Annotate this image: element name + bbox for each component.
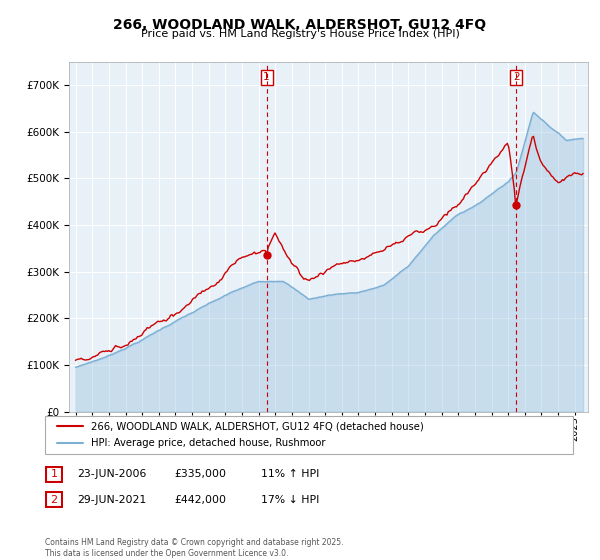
Text: 1: 1	[50, 469, 58, 479]
Text: 2: 2	[50, 494, 58, 505]
Text: 11% ↑ HPI: 11% ↑ HPI	[261, 469, 319, 479]
FancyBboxPatch shape	[46, 492, 62, 507]
Text: 29-JUN-2021: 29-JUN-2021	[77, 494, 146, 505]
Text: Price paid vs. HM Land Registry's House Price Index (HPI): Price paid vs. HM Land Registry's House …	[140, 29, 460, 39]
FancyBboxPatch shape	[45, 416, 573, 454]
FancyBboxPatch shape	[46, 467, 62, 482]
Text: 23-JUN-2006: 23-JUN-2006	[77, 469, 146, 479]
Text: 17% ↓ HPI: 17% ↓ HPI	[261, 494, 319, 505]
Text: 2: 2	[513, 72, 520, 82]
Text: 1: 1	[263, 72, 270, 82]
Text: Contains HM Land Registry data © Crown copyright and database right 2025.
This d: Contains HM Land Registry data © Crown c…	[45, 538, 343, 558]
Text: HPI: Average price, detached house, Rushmoor: HPI: Average price, detached house, Rush…	[91, 438, 326, 448]
Text: 266, WOODLAND WALK, ALDERSHOT, GU12 4FQ: 266, WOODLAND WALK, ALDERSHOT, GU12 4FQ	[113, 18, 487, 32]
Text: 266, WOODLAND WALK, ALDERSHOT, GU12 4FQ (detached house): 266, WOODLAND WALK, ALDERSHOT, GU12 4FQ …	[91, 421, 424, 431]
Text: £442,000: £442,000	[174, 494, 226, 505]
Text: £335,000: £335,000	[174, 469, 226, 479]
